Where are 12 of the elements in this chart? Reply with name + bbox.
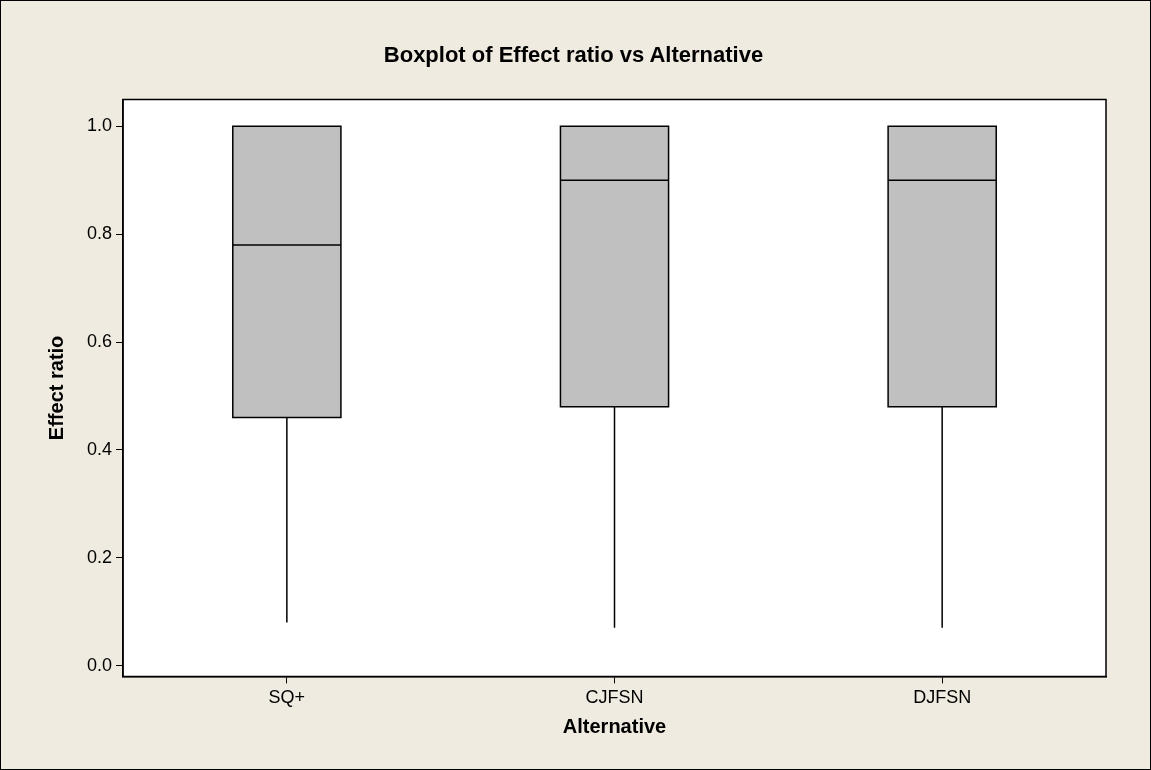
x-tick-label: SQ+: [268, 687, 306, 708]
y-tick-label: 0.0: [86, 654, 113, 675]
y-tick-label: 0.6: [86, 331, 113, 352]
y-tick-label: 0.8: [86, 223, 113, 244]
y-tick-label: 0.2: [86, 546, 113, 567]
x-tick-label: CJFSN: [585, 687, 644, 708]
x-axis-title: Alternative: [562, 714, 667, 737]
y-tick-label: 1.0: [86, 115, 113, 136]
x-tick-label: DJFSN: [913, 687, 972, 708]
chart-title: Boxplot of Effect ratio vs Alternative: [383, 42, 764, 68]
y-tick-label: 0.4: [86, 438, 113, 459]
y-axis-title: Effect ratio: [44, 335, 67, 441]
